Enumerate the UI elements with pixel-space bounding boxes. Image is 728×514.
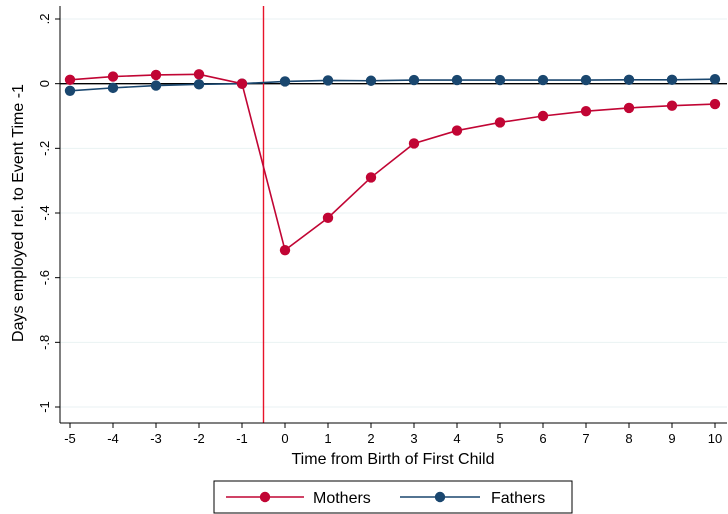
data-point-mothers xyxy=(365,172,377,183)
data-point-mothers xyxy=(107,71,119,82)
data-point-fathers xyxy=(408,74,420,86)
x-tick-label: -3 xyxy=(150,431,162,446)
data-point-fathers xyxy=(537,74,549,86)
reference-lines xyxy=(60,6,727,423)
data-point-fathers xyxy=(279,76,291,87)
data-point-mothers xyxy=(494,117,506,128)
data-point-mothers xyxy=(666,100,678,111)
legend-marker-fathers xyxy=(434,491,446,503)
x-tick-label: -1 xyxy=(236,431,248,446)
data-point-fathers xyxy=(494,74,506,86)
data-point-mothers xyxy=(64,74,76,85)
x-tick-label: 6 xyxy=(539,431,546,446)
y-tick-label: .2 xyxy=(37,14,52,25)
data-point-mothers xyxy=(537,110,549,122)
data-point-mothers xyxy=(150,69,162,81)
data-point-mothers xyxy=(236,78,248,89)
x-tick-label: 10 xyxy=(708,431,722,446)
data-point-mothers xyxy=(279,244,291,256)
y-tick-label: -1 xyxy=(37,401,52,413)
data-point-fathers xyxy=(322,75,334,86)
data-point-fathers xyxy=(365,75,377,86)
x-tick-label: 7 xyxy=(582,431,589,446)
data-point-fathers xyxy=(107,82,119,94)
y-axis-title: Days employed rel. to Event Time -1 xyxy=(10,84,27,342)
data-point-mothers xyxy=(408,138,420,149)
x-tick-label: 8 xyxy=(625,431,632,446)
data-point-fathers xyxy=(623,74,635,85)
x-tick-label: 9 xyxy=(668,431,675,446)
data-point-mothers xyxy=(322,212,334,224)
x-tick-label: 2 xyxy=(367,431,374,446)
x-tick-label: 5 xyxy=(496,431,503,446)
series-line-mothers xyxy=(69,73,716,252)
data-point-fathers xyxy=(64,85,76,96)
x-tick-label: 3 xyxy=(410,431,417,446)
legend-label-fathers: Fathers xyxy=(491,490,545,507)
legend-marker-mothers xyxy=(259,491,271,503)
data-point-mothers xyxy=(709,98,721,110)
data-point-fathers xyxy=(150,80,162,91)
data-point-fathers xyxy=(580,74,592,86)
data-point-fathers xyxy=(451,74,463,86)
data-point-fathers xyxy=(709,73,721,85)
x-tick-label: -5 xyxy=(64,431,76,446)
data-point-mothers xyxy=(451,125,463,136)
data-point-mothers xyxy=(193,69,205,80)
series-line-fathers xyxy=(69,78,716,92)
x-tick-label: 4 xyxy=(453,431,460,446)
y-tick-label: -.6 xyxy=(37,270,52,285)
data-point-mothers xyxy=(580,105,592,117)
x-tick-label: 0 xyxy=(281,431,288,446)
y-tick-label: -.8 xyxy=(37,335,52,350)
data-point-mothers xyxy=(623,102,635,114)
x-tick-label: 1 xyxy=(324,431,331,446)
y-tick-label: -.2 xyxy=(37,141,52,156)
tick-labels: .2 0 -.2 -.4 -.6 -.8 -1 -5 -4 -3 -2 -1 0 1 2 3 4 5 6 7 8 9 10 xyxy=(37,14,722,446)
y-tick-label: 0 xyxy=(37,80,52,87)
x-tick-label: -2 xyxy=(193,431,205,446)
x-tick-label: -4 xyxy=(107,431,119,446)
data-point-fathers xyxy=(193,79,205,90)
legend: Mothers Fathers xyxy=(213,480,573,514)
data-point-fathers xyxy=(666,74,678,85)
data-series xyxy=(64,69,721,256)
x-axis-title: Time from Birth of First Child xyxy=(292,451,495,468)
y-tick-label: -.4 xyxy=(37,205,52,220)
legend-label-mothers: Mothers xyxy=(313,490,371,507)
legend-items: Mothers Fathers xyxy=(226,490,545,507)
axes xyxy=(59,6,727,424)
